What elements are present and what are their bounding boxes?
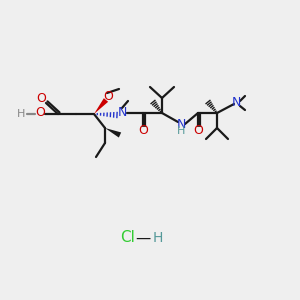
Polygon shape — [94, 98, 108, 114]
Text: N: N — [231, 97, 241, 110]
Text: N: N — [176, 118, 186, 130]
Text: N: N — [117, 106, 127, 118]
Text: O: O — [35, 106, 45, 119]
Text: O: O — [193, 124, 203, 137]
Text: H: H — [177, 126, 185, 136]
Text: H: H — [17, 109, 25, 119]
Text: —: — — [135, 230, 151, 245]
Text: Cl: Cl — [121, 230, 135, 245]
Polygon shape — [105, 128, 121, 137]
Text: O: O — [36, 92, 46, 104]
Text: O: O — [138, 124, 148, 137]
Text: H: H — [153, 231, 163, 245]
Text: O: O — [103, 89, 113, 103]
